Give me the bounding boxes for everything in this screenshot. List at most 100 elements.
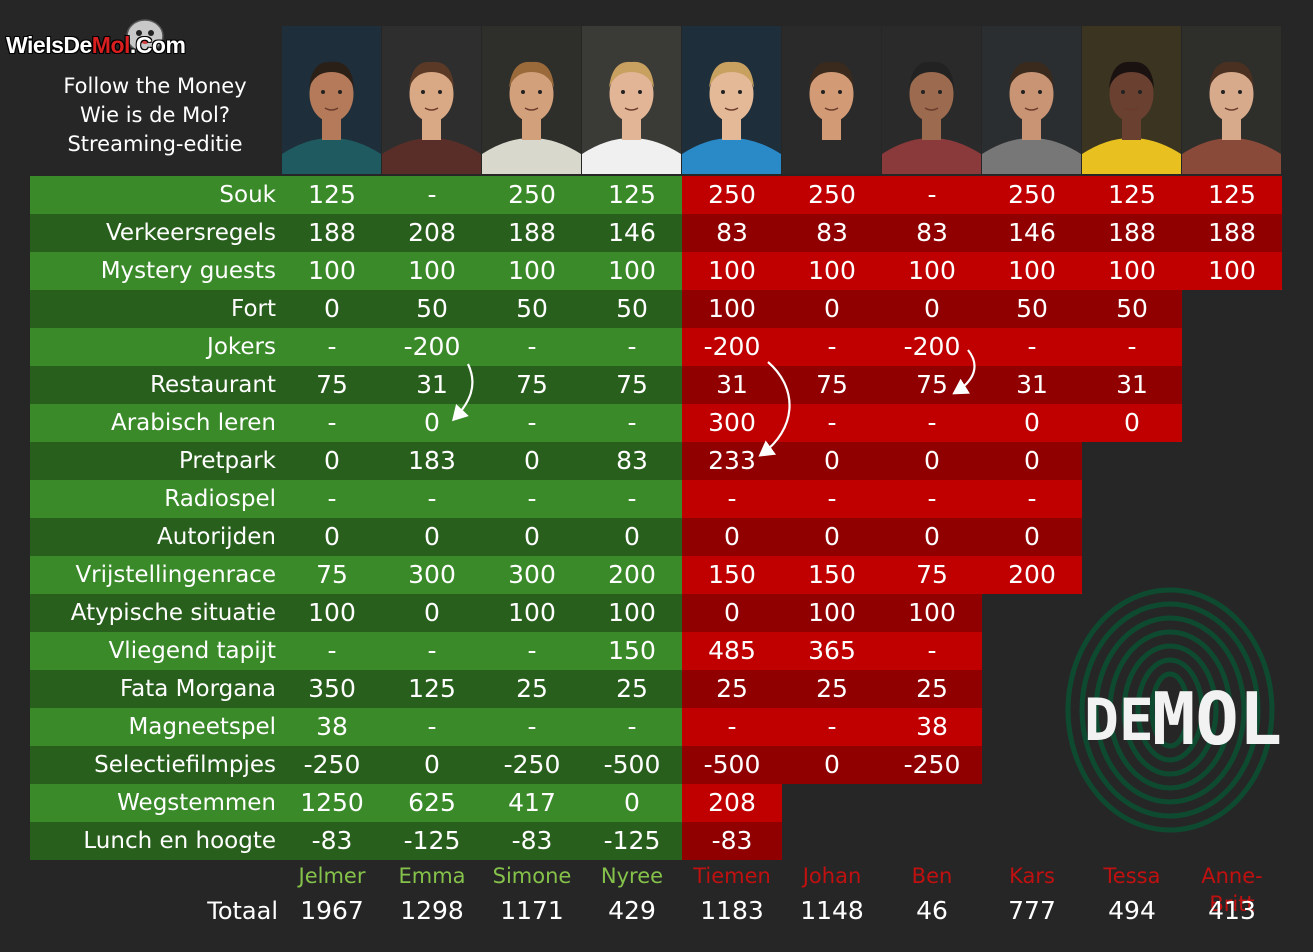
score-cell: 0 — [282, 442, 382, 480]
score-cell: 0 — [782, 290, 882, 328]
score-cell: - — [882, 632, 982, 670]
score-cell: -83 — [682, 822, 782, 860]
score-cell: 100 — [1082, 252, 1182, 290]
score-cell: - — [382, 480, 482, 518]
contestant-photo-simone — [482, 26, 581, 174]
score-cell: - — [782, 708, 882, 746]
score-cell: 0 — [882, 290, 982, 328]
score-cell: 365 — [782, 632, 882, 670]
score-cell: - — [482, 632, 582, 670]
score-cell: 146 — [582, 214, 682, 252]
score-cell: 0 — [782, 746, 882, 784]
player-total: 1171 — [500, 896, 564, 925]
page-title: Follow the Money Wie is de Mol? Streamin… — [0, 72, 310, 159]
score-cell: 0 — [282, 518, 382, 556]
row-label: Magneetspel — [30, 708, 282, 746]
row-label: Fort — [30, 290, 282, 328]
contestant-photo-emma — [382, 26, 481, 174]
score-cell: 25 — [882, 670, 982, 708]
player-name-ben: Ben — [911, 864, 953, 888]
player-total: 429 — [608, 896, 656, 925]
row-label: Autorijden — [30, 518, 282, 556]
score-cell: 146 — [982, 214, 1082, 252]
player-total: 46 — [916, 896, 948, 925]
score-cell: 250 — [982, 176, 1082, 214]
score-cell: 100 — [882, 252, 982, 290]
score-cell: 75 — [782, 366, 882, 404]
score-cell: 100 — [682, 252, 782, 290]
score-cell: 100 — [482, 252, 582, 290]
score-cell: -125 — [382, 822, 482, 860]
score-cell: 0 — [582, 784, 682, 822]
score-cell: -200 — [882, 328, 982, 366]
player-total: 777 — [1008, 896, 1056, 925]
score-cell: 485 — [682, 632, 782, 670]
score-cell: 0 — [282, 290, 382, 328]
score-cell: 188 — [1182, 214, 1282, 252]
score-cell: 0 — [782, 442, 882, 480]
score-cell: - — [682, 480, 782, 518]
title-line-1: Follow the Money — [63, 74, 247, 98]
score-cell: 200 — [582, 556, 682, 594]
score-cell: -83 — [482, 822, 582, 860]
contestant-photo-ben — [882, 26, 981, 174]
contestant-photo-nyree — [582, 26, 681, 174]
score-cell: - — [482, 404, 582, 442]
score-cell: 350 — [282, 670, 382, 708]
player-total: 1967 — [300, 896, 364, 925]
title-line-2: Wie is de Mol? — [79, 103, 231, 127]
score-cell: 188 — [282, 214, 382, 252]
row-label: Selectiefilmpjes — [30, 746, 282, 784]
score-cell: - — [482, 328, 582, 366]
score-cell: 25 — [782, 670, 882, 708]
row-label: Radiospel — [30, 480, 282, 518]
score-cell: 125 — [382, 670, 482, 708]
score-cell: 83 — [682, 214, 782, 252]
mole-mascot-icon — [126, 19, 164, 53]
score-cell: 150 — [582, 632, 682, 670]
score-cell: 0 — [482, 518, 582, 556]
site-logo[interactable]: WieIsDeMol.Com — [4, 19, 284, 70]
score-cell: - — [882, 404, 982, 442]
score-cell: 100 — [682, 290, 782, 328]
score-cell: 100 — [882, 594, 982, 632]
contestant-photo-tessa — [1082, 26, 1181, 174]
score-cell: 208 — [682, 784, 782, 822]
score-cell: 0 — [382, 518, 482, 556]
score-cell: 0 — [682, 518, 782, 556]
score-cell: 417 — [482, 784, 582, 822]
score-cell: 38 — [882, 708, 982, 746]
player-total: 413 — [1208, 896, 1256, 925]
score-cell: 31 — [382, 366, 482, 404]
player-name-tiemen: Tiemen — [693, 864, 771, 888]
score-cell: 25 — [682, 670, 782, 708]
svg-text:MOL: MOL — [1152, 677, 1280, 761]
player-name-emma: Emma — [398, 864, 466, 888]
row-label: Mystery guests — [30, 252, 282, 290]
contestant-photo-anne-britt — [1182, 26, 1281, 174]
totals-label: Totaal — [207, 897, 278, 925]
score-cell: - — [1082, 328, 1182, 366]
title-line-3: Streaming-editie — [67, 132, 243, 156]
player-name-kars: Kars — [1009, 864, 1055, 888]
contestant-photo-jelmer — [282, 26, 381, 174]
score-cell: 50 — [382, 290, 482, 328]
row-label: Vliegend tapijt — [30, 632, 282, 670]
score-cell: - — [882, 176, 982, 214]
score-cell: - — [482, 708, 582, 746]
row-label: Wegstemmen — [30, 784, 282, 822]
score-cell: - — [282, 404, 382, 442]
score-cell: 0 — [882, 518, 982, 556]
score-cell: 208 — [382, 214, 482, 252]
row-label: Arabisch leren — [30, 404, 282, 442]
score-cell: -250 — [482, 746, 582, 784]
score-cell: 25 — [482, 670, 582, 708]
score-cell: 0 — [982, 404, 1082, 442]
score-cell: - — [782, 328, 882, 366]
score-cell: 233 — [682, 442, 782, 480]
score-cell: 31 — [1082, 366, 1182, 404]
score-cell: 0 — [882, 442, 982, 480]
row-label: Souk — [30, 176, 282, 214]
score-cell: -250 — [282, 746, 382, 784]
score-cell: 188 — [1082, 214, 1182, 252]
